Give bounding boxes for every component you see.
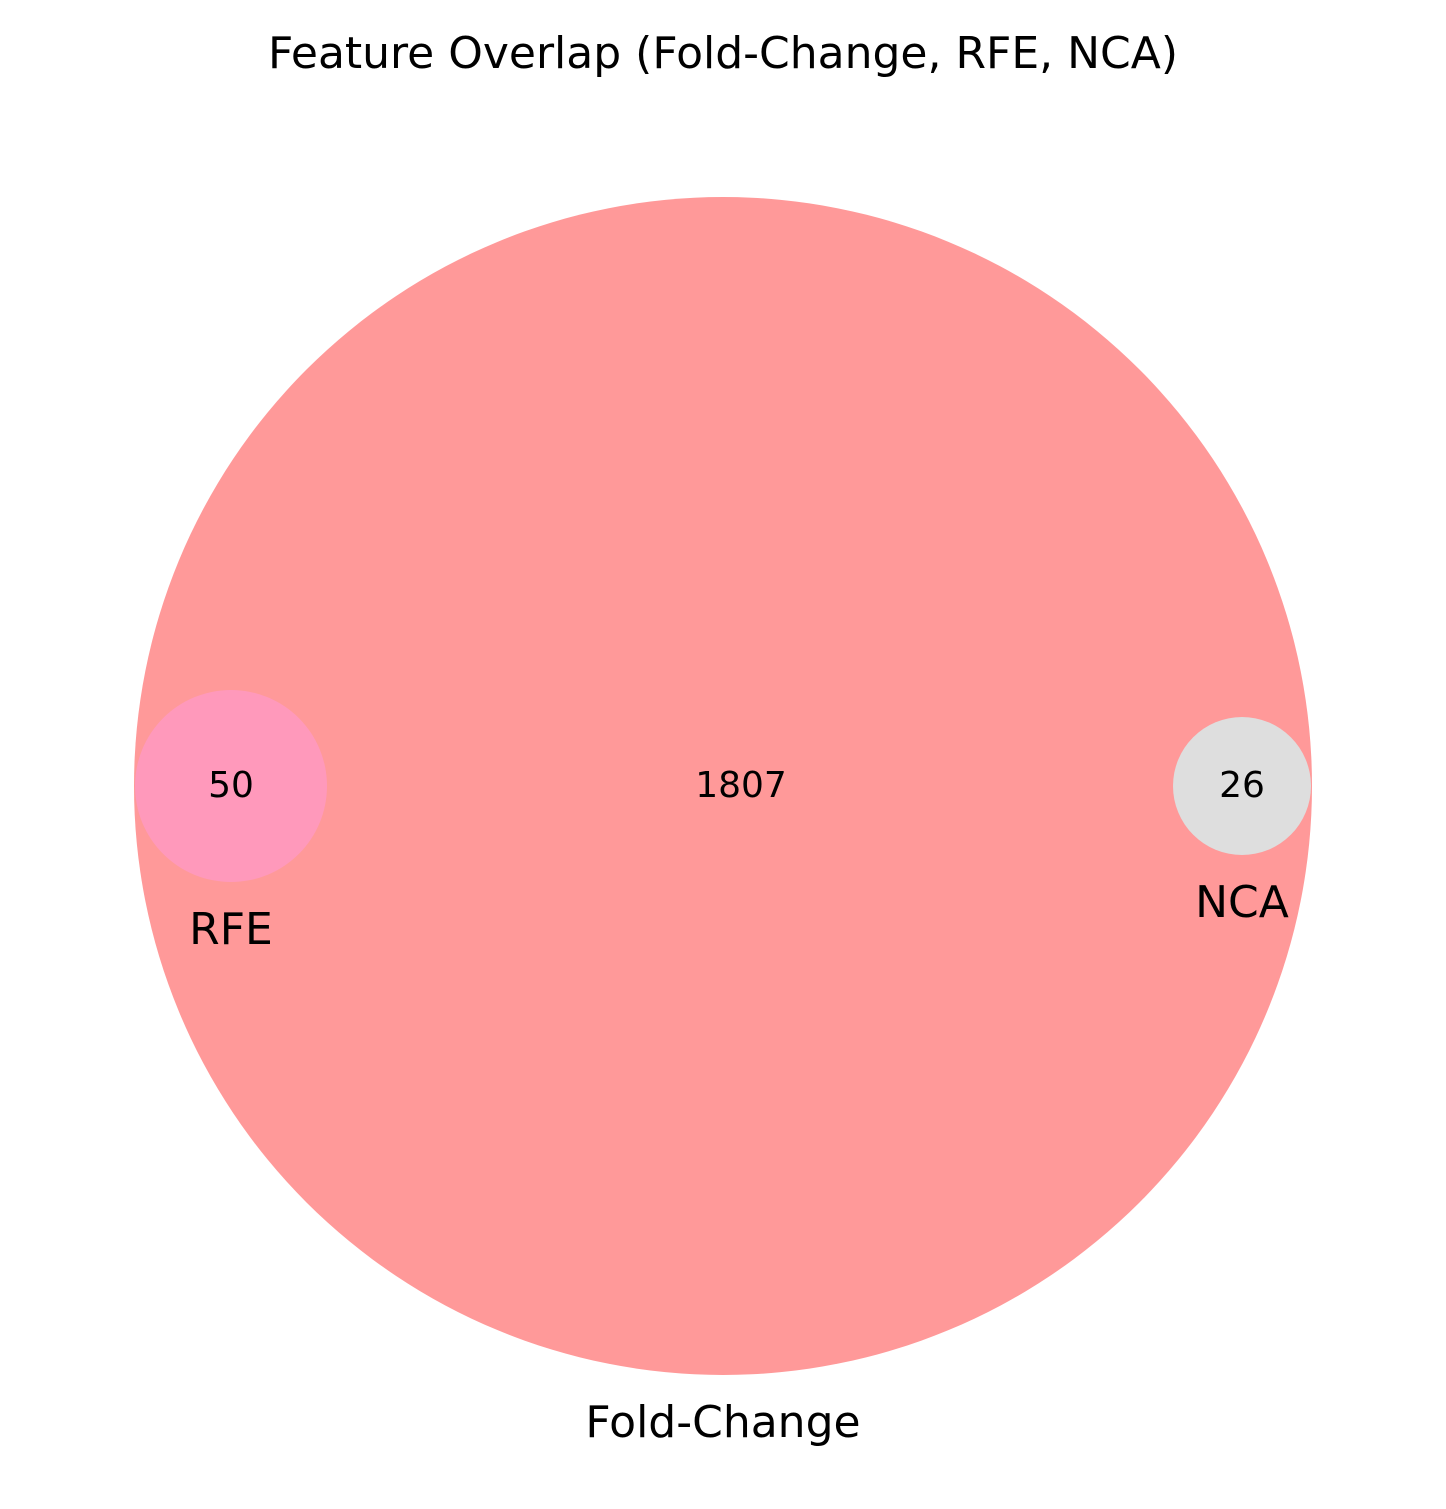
nca-circle (1173, 717, 1311, 855)
fold-change-circle (134, 197, 1312, 1375)
fold-change-set-label: Fold-Change (585, 1397, 860, 1448)
diagram-title: Feature Overlap (Fold-Change, RFE, NCA) (268, 28, 1178, 79)
rfe-count: 50 (208, 765, 254, 806)
nca-count: 26 (1219, 765, 1265, 806)
fold-change-only-count: 1807 (695, 765, 787, 806)
rfe-set-label: RFE (189, 904, 273, 955)
rfe-circle (135, 690, 327, 882)
nca-set-label: NCA (1195, 877, 1289, 928)
